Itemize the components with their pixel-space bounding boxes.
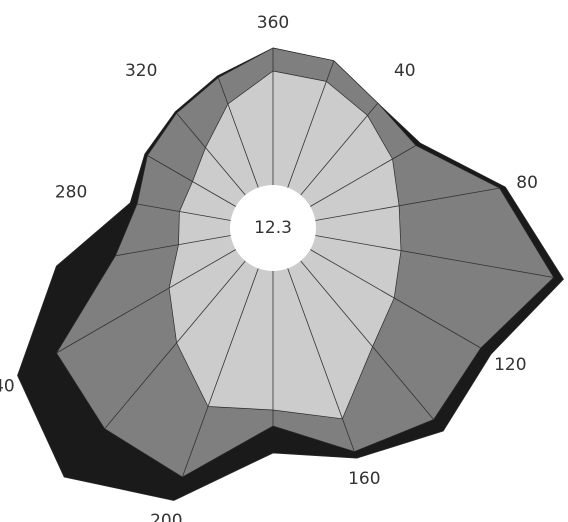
spoke-60 [310,145,417,207]
spoke-300 [147,155,236,207]
direction-labels-layer: 360 40 80 120 160 200 240 280 320 [0,13,538,522]
spoke-340 [217,77,259,188]
spoke-20 [287,60,335,188]
spoke-220 [104,260,246,429]
spokes-layer [56,48,554,478]
spoke-260 [115,235,231,257]
spoke-200 [182,268,259,478]
direction-label-40: 40 [394,61,416,81]
direction-label-320: 320 [125,61,157,81]
spoke-40 [300,102,379,196]
rings-layer [17,47,564,501]
spoke-240 [56,249,236,354]
direction-label-160: 160 [348,469,380,489]
direction-label-280: 280 [55,182,87,202]
spoke-100 [315,235,554,278]
spoke-140 [300,260,435,420]
spoke-120 [310,249,481,349]
spoke-320 [176,112,246,196]
direction-label-240: 240 [0,377,15,397]
center-disc [230,185,316,271]
direction-label-120: 120 [494,355,526,375]
direction-label-360: 360 [257,13,289,33]
spoke-160 [287,268,355,452]
spoke-80 [315,187,500,221]
direction-label-80: 80 [516,173,538,193]
center-value-label: 12.3 [254,218,292,238]
direction-label-200: 200 [150,511,182,522]
spoke-280 [137,203,231,221]
